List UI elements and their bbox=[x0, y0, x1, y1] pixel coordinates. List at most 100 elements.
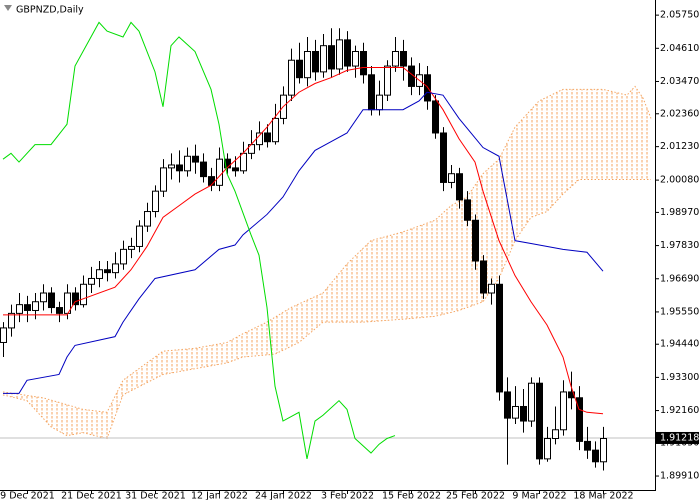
candle-body bbox=[304, 51, 311, 79]
candle-body bbox=[464, 199, 471, 221]
cloud-fill bbox=[3, 86, 651, 439]
x-tick-label: 21 Dec 2021 bbox=[61, 491, 122, 500]
candle-body bbox=[240, 152, 247, 172]
y-tick-label: 2.00080 bbox=[660, 175, 699, 186]
candle-body bbox=[520, 405, 527, 422]
x-tick-label: 15 Feb 2022 bbox=[382, 491, 441, 500]
y-tick-label: 1.97830 bbox=[660, 240, 699, 251]
candle-body bbox=[288, 59, 295, 96]
y-tick-label: 1.98970 bbox=[660, 207, 699, 218]
candle-body bbox=[504, 391, 511, 419]
candle-body bbox=[600, 437, 607, 463]
candle-body bbox=[456, 173, 463, 201]
candle-body bbox=[400, 51, 407, 67]
x-tick-label: 9 Dec 2021 bbox=[0, 491, 55, 500]
indicator-line bbox=[3, 91, 604, 394]
current-price-badge bbox=[656, 431, 699, 444]
candle-body bbox=[48, 292, 55, 309]
candle-body bbox=[40, 292, 47, 303]
candle-body bbox=[448, 173, 455, 183]
candle-body bbox=[160, 167, 167, 192]
candle-body bbox=[576, 397, 583, 442]
candle-body bbox=[216, 158, 223, 186]
candle-body bbox=[528, 382, 535, 422]
y-tick-label: 2.03470 bbox=[660, 76, 699, 87]
candle-body bbox=[56, 307, 63, 314]
candle-body bbox=[24, 304, 31, 311]
y-tick-label: 1.95550 bbox=[660, 306, 699, 317]
x-tick-label: 3 Feb 2022 bbox=[321, 491, 374, 500]
y-tick-label: 1.96690 bbox=[660, 273, 699, 284]
candle-body bbox=[488, 283, 495, 294]
candle-body bbox=[200, 161, 207, 178]
candle-body bbox=[560, 391, 567, 431]
candle-body bbox=[272, 117, 279, 143]
candle-body bbox=[480, 260, 487, 294]
x-tick-label: 25 Feb 2022 bbox=[446, 491, 505, 500]
x-tick-label: 24 Jan 2022 bbox=[255, 491, 312, 500]
candle-body bbox=[176, 164, 183, 172]
candle-body bbox=[312, 51, 319, 73]
indicator-line bbox=[3, 67, 604, 415]
cloud-span-line bbox=[2, 179, 651, 440]
candle-body bbox=[208, 176, 215, 186]
x-tick-label: 31 Dec 2021 bbox=[125, 491, 186, 500]
candle-body bbox=[32, 301, 39, 311]
candle-body bbox=[72, 292, 79, 306]
candle-body bbox=[472, 219, 479, 262]
candle-body bbox=[96, 269, 103, 279]
candle-body bbox=[104, 269, 111, 274]
candle-body bbox=[120, 248, 127, 265]
candle-body bbox=[192, 155, 199, 163]
candle-body bbox=[88, 277, 95, 285]
candle-body bbox=[112, 263, 119, 274]
candle-body bbox=[592, 449, 599, 463]
candle-body bbox=[352, 51, 359, 67]
x-tick-label: 9 Mar 2022 bbox=[512, 491, 566, 500]
candle-body bbox=[368, 74, 375, 111]
y-tick-label: 1.94440 bbox=[660, 339, 699, 350]
candle-body bbox=[152, 190, 159, 213]
x-tick-label: 12 Jan 2022 bbox=[191, 491, 248, 500]
candle-body bbox=[552, 429, 559, 439]
candle-body bbox=[512, 405, 519, 419]
y-tick-label: 2.02360 bbox=[660, 108, 699, 119]
candle-body bbox=[536, 382, 543, 460]
chart-title: GBPNZD,Daily bbox=[16, 5, 84, 16]
x-tick-label: 18 Mar 2022 bbox=[573, 491, 633, 500]
candle-body bbox=[584, 440, 591, 451]
y-tick-label: 2.01230 bbox=[660, 141, 699, 152]
candle-body bbox=[344, 39, 351, 67]
candle-body bbox=[384, 65, 391, 96]
symbol-icon bbox=[4, 5, 12, 11]
candle-body bbox=[328, 45, 335, 70]
candle-body bbox=[440, 132, 447, 183]
indicator-line bbox=[2, 21, 396, 459]
candle-body bbox=[264, 132, 271, 143]
candle-body bbox=[144, 211, 151, 227]
y-tick-label: 2.04610 bbox=[660, 43, 699, 54]
candle-body bbox=[0, 327, 7, 343]
y-tick-label: 1.93300 bbox=[660, 372, 699, 383]
candle-body bbox=[80, 283, 87, 306]
candle-body bbox=[128, 245, 135, 250]
candle-body bbox=[232, 167, 239, 172]
current-price-label: 1.91218 bbox=[660, 432, 699, 443]
candle-body bbox=[392, 51, 399, 67]
candle-body bbox=[296, 59, 303, 79]
candle-body bbox=[336, 39, 343, 70]
y-tick-label: 1.89910 bbox=[660, 471, 699, 482]
candle-body bbox=[496, 283, 503, 393]
candle-body bbox=[544, 437, 551, 460]
candle-body bbox=[16, 304, 23, 314]
candle-body bbox=[376, 94, 383, 111]
candle-body bbox=[168, 164, 175, 169]
y-tick-label: 2.05750 bbox=[660, 10, 699, 21]
candle-body bbox=[8, 312, 15, 329]
candle-body bbox=[136, 225, 143, 247]
candle-body bbox=[320, 45, 327, 73]
candle-body bbox=[184, 155, 191, 172]
candle-body bbox=[360, 51, 367, 76]
